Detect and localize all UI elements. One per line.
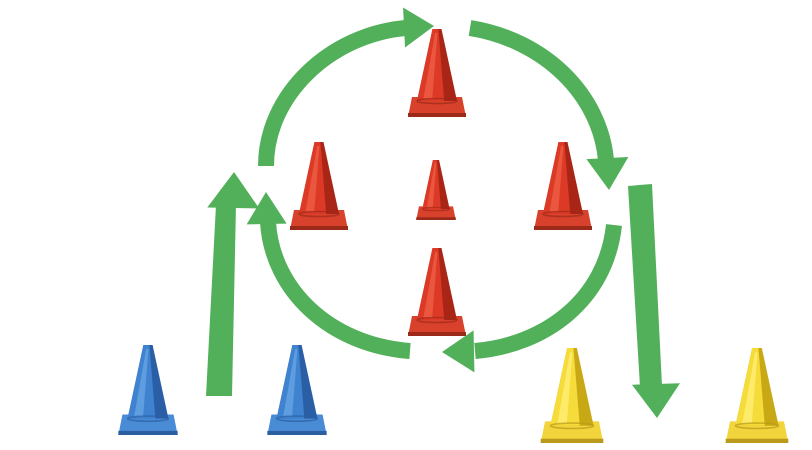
- cone-yellow-left: [540, 348, 604, 443]
- arrows-layer: [206, 7, 680, 418]
- arc-lower-right: [474, 223, 622, 359]
- cone-blue-left: [118, 345, 178, 435]
- cone-left: [290, 142, 348, 230]
- cone-center: [416, 160, 456, 220]
- arrowhead-down: [631, 383, 680, 418]
- cone-yellow-right: [725, 348, 789, 443]
- arc-upper-right: [468, 20, 614, 161]
- arrowhead-up: [207, 172, 260, 209]
- arrow-down-shaft: [628, 184, 662, 387]
- arrowhead-right: [586, 156, 629, 190]
- cone-top: [408, 29, 466, 117]
- cone-right: [534, 142, 592, 230]
- cone-bottom: [408, 248, 466, 336]
- arrowhead-left: [246, 192, 287, 225]
- arrowhead-top: [403, 7, 434, 48]
- arc-lower-left: [260, 221, 411, 359]
- cones-layer: [118, 29, 789, 443]
- arrow-up-shaft: [206, 205, 236, 396]
- arc-upper-left: [258, 20, 406, 167]
- arrowhead-bottom: [442, 330, 475, 373]
- cone-blue-right: [267, 345, 327, 435]
